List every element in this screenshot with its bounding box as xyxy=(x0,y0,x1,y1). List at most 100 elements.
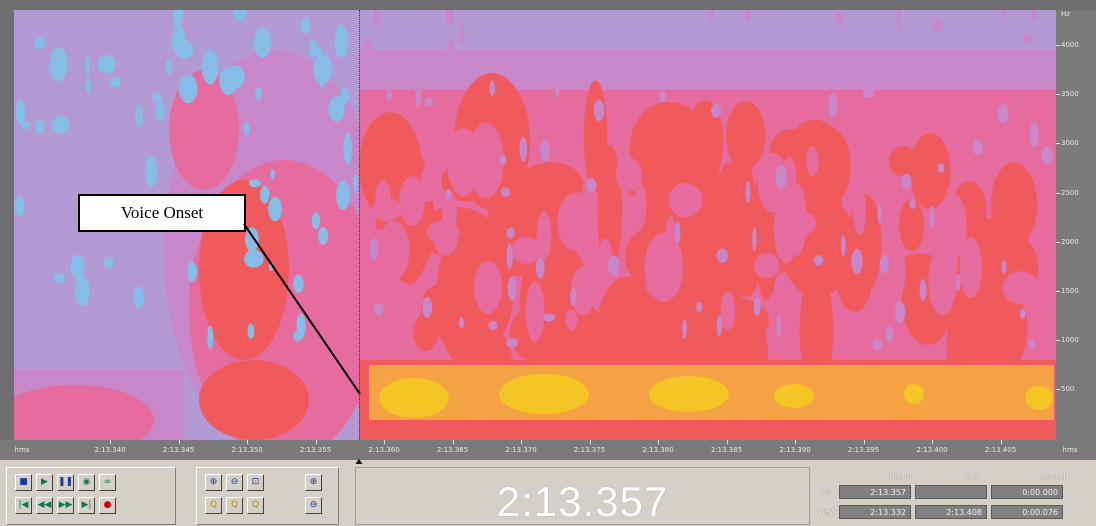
time-tick xyxy=(521,440,522,444)
loop-button[interactable]: ∞ xyxy=(99,474,116,491)
zoom-right-button[interactable]: Q xyxy=(247,497,264,514)
time-tick xyxy=(726,440,728,444)
zoom-full-icon: ⊡ xyxy=(251,477,260,487)
loop-icon: ∞ xyxy=(103,477,112,487)
zoom-panel: ⊕ ⊖ ⊡ Q Q Q ⊕ ⊖ xyxy=(196,467,339,525)
time-unit-right: hms xyxy=(1062,446,1078,454)
sel-row-label: Sel xyxy=(819,487,832,496)
time-tick xyxy=(1000,440,1002,444)
top-ruler-strip xyxy=(0,0,1096,10)
left-ruler-strip xyxy=(0,10,14,440)
begin-header: Begin xyxy=(889,472,912,481)
view-begin-field[interactable]: 2:13.332 xyxy=(839,505,911,519)
frequency-tick xyxy=(1056,340,1060,342)
frequency-tick xyxy=(1056,192,1060,194)
time-tick xyxy=(795,440,796,444)
time-tick-label: 2:13.350 xyxy=(231,446,263,454)
transport-panel: ■ ▶ ❚❚ ◉ ∞ |◀ ◀◀ ▶▶ ▶| ● xyxy=(6,467,176,525)
zoom-in-horizontal-button[interactable]: ⊕ xyxy=(205,474,222,491)
zoom-in-horizontal-icon: ⊕ xyxy=(209,477,218,487)
time-tick-label: 2:13.400 xyxy=(916,446,948,454)
play-icon: ▶ xyxy=(41,477,48,487)
time-tick xyxy=(658,440,659,444)
time-tick-label: 2:13.375 xyxy=(573,446,606,454)
time-tick-label: 2:13.385 xyxy=(710,446,743,454)
fast-forward-button[interactable]: ▶▶ xyxy=(57,497,74,514)
time-axis[interactable]: hms 2:13.340 2:13.345 2:13.350 2:13.355 2:13… xyxy=(0,440,1096,460)
frequency-unit: Hz xyxy=(1061,10,1070,18)
zoom-selection-icon: Q xyxy=(209,500,218,510)
current-time: 2:13.357 xyxy=(496,478,669,525)
zoom-left-button[interactable]: Q xyxy=(226,497,243,514)
play-to-end-icon: ◉ xyxy=(82,477,91,487)
rewind-button[interactable]: ◀◀ xyxy=(36,497,53,514)
view-row-label: View xyxy=(817,507,836,516)
zoom-out-vertical-icon: ⊖ xyxy=(309,500,318,510)
frequency-tick xyxy=(1056,45,1060,46)
time-tick-label: 2:13.365 xyxy=(436,446,469,454)
time-tick xyxy=(452,440,454,444)
frequency-tick xyxy=(1056,291,1060,292)
stop-button[interactable]: ■ xyxy=(15,474,32,491)
sel-end-field[interactable] xyxy=(915,485,987,499)
frequency-tick-label: 1000 xyxy=(1061,336,1079,345)
zoom-out-horizontal-button[interactable]: ⊖ xyxy=(226,474,243,491)
time-tick-label: 2:13.370 xyxy=(505,446,537,454)
time-tick xyxy=(384,440,385,444)
time-tick xyxy=(863,440,865,444)
pause-icon: ❚❚ xyxy=(57,477,74,487)
go-to-start-icon: |◀ xyxy=(18,500,29,510)
view-length-field[interactable]: 0:00.076 xyxy=(991,505,1063,519)
time-tick-label: 2:13.395 xyxy=(847,446,880,454)
frequency-tick-label: 2000 xyxy=(1061,237,1079,246)
pause-button[interactable]: ❚❚ xyxy=(57,474,74,491)
frequency-tick xyxy=(1056,143,1060,145)
time-tick-label: 2:13.345 xyxy=(162,446,195,454)
selection-panel: Begin End Length Sel 2:13.357 0:00.000 V… xyxy=(815,467,1096,525)
cursor-marker-icon[interactable] xyxy=(354,459,364,466)
zoom-right-icon: Q xyxy=(251,500,260,510)
end-header: End xyxy=(965,472,981,481)
time-tick xyxy=(589,440,591,444)
frequency-tick-label: 3500 xyxy=(1061,90,1079,99)
frequency-tick-label: 2500 xyxy=(1061,188,1079,197)
frequency-tick xyxy=(1056,94,1060,96)
time-tick-label: 2:13.360 xyxy=(368,446,400,454)
play-button[interactable]: ▶ xyxy=(36,474,53,491)
go-to-end-button[interactable]: ▶| xyxy=(78,497,95,514)
frequency-axis: Hz 4000 3500 3000 2500 2000 1500 1000 500 xyxy=(1056,10,1096,440)
time-tick-label: 2:13.390 xyxy=(779,446,811,454)
view-end-field[interactable]: 2:13.408 xyxy=(915,505,987,519)
sel-begin-field[interactable]: 2:13.357 xyxy=(839,485,911,499)
frequency-tick-label: 3000 xyxy=(1061,139,1079,148)
time-tick-label: 2:13.405 xyxy=(984,446,1017,454)
sel-length-field[interactable]: 0:00.000 xyxy=(991,485,1063,499)
play-to-end-button[interactable]: ◉ xyxy=(78,474,95,491)
frequency-tick-label: 1500 xyxy=(1061,287,1079,295)
record-icon: ● xyxy=(103,500,112,510)
zoom-out-vertical-button[interactable]: ⊖ xyxy=(305,497,322,514)
playback-cursor[interactable] xyxy=(359,10,360,440)
time-tick-label: 2:13.355 xyxy=(299,446,332,454)
go-to-start-button[interactable]: |◀ xyxy=(15,497,32,514)
time-tick xyxy=(315,440,317,444)
frequency-tick-label: 4000 xyxy=(1061,41,1079,49)
record-button[interactable]: ● xyxy=(99,497,116,514)
zoom-full-button[interactable]: ⊡ xyxy=(247,474,264,491)
zoom-out-horizontal-icon: ⊖ xyxy=(230,477,239,487)
length-header: Length xyxy=(1041,472,1069,481)
stop-icon: ■ xyxy=(19,477,28,487)
rewind-icon: ◀◀ xyxy=(37,500,52,510)
fast-forward-icon: ▶▶ xyxy=(58,500,73,510)
frequency-tick xyxy=(1056,241,1060,243)
voice-onset-callout: Voice Onset xyxy=(78,194,246,232)
zoom-in-vertical-icon: ⊕ xyxy=(309,477,318,487)
zoom-in-vertical-button[interactable]: ⊕ xyxy=(305,474,322,491)
time-tick xyxy=(110,440,111,444)
zoom-left-icon: Q xyxy=(230,500,239,510)
time-tick-label: 2:13.380 xyxy=(642,446,674,454)
frequency-tick xyxy=(1056,389,1060,391)
time-tick xyxy=(178,440,180,444)
zoom-selection-button[interactable]: Q xyxy=(205,497,222,514)
